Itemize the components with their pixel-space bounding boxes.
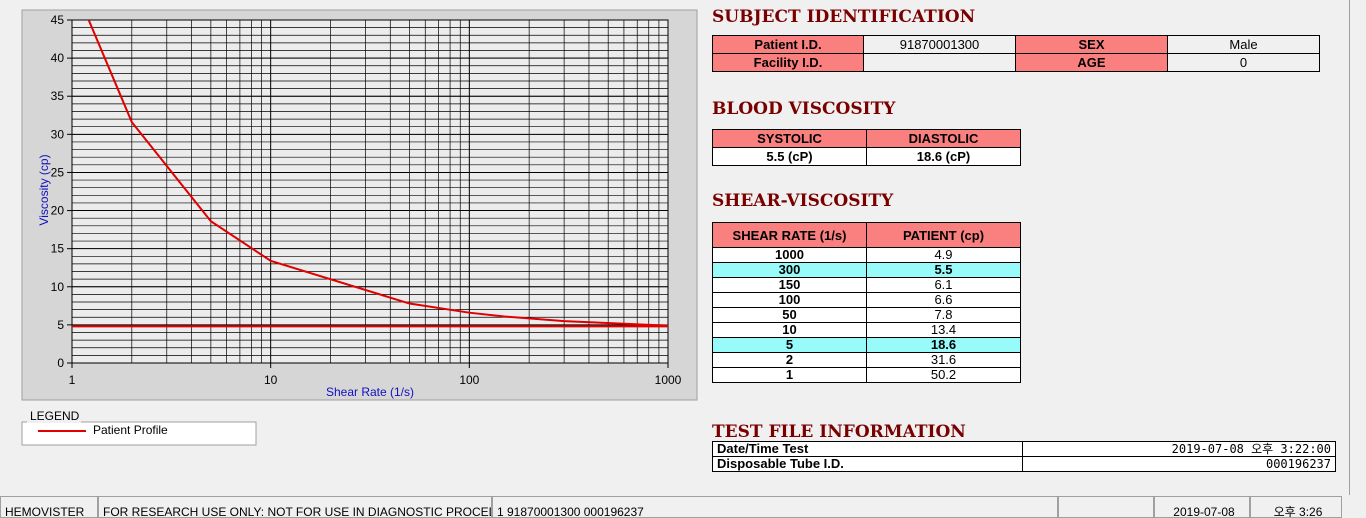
y-tick-label: 20 bbox=[51, 204, 65, 218]
x-tick-label: 1 bbox=[69, 373, 76, 387]
section-title: TEST FILE INFORMATION bbox=[712, 422, 966, 442]
y-axis-label: Viscosity (cp) bbox=[37, 154, 51, 225]
cell: 5.5 (cP) bbox=[712, 147, 867, 166]
cell: 10 bbox=[712, 322, 867, 338]
status-cell: HEMOVISTER bbox=[0, 496, 98, 518]
cell: 6.6 bbox=[866, 292, 1021, 308]
cell: Disposable Tube I.D. bbox=[712, 456, 1023, 472]
row: 1 50.2 bbox=[712, 367, 1021, 383]
y-tick-label: 40 bbox=[51, 51, 65, 65]
subject-table: Patient I.D. 91870001300 SEX Male Facility I… bbox=[712, 35, 1320, 72]
cell: 50 bbox=[712, 307, 867, 323]
legend-title: LEGEND bbox=[30, 409, 80, 423]
status-cell: 오후 3:26 bbox=[1250, 496, 1342, 518]
cell: 18.6 bbox=[866, 337, 1021, 353]
header-row: SHEAR RATE (1/s) PATIENT (cp) bbox=[712, 222, 1021, 248]
row: 100 6.6 bbox=[712, 292, 1021, 308]
header-row: SYSTOLIC DIASTOLIC bbox=[712, 129, 1021, 148]
legend-title-bg bbox=[27, 409, 81, 423]
legend-box bbox=[21, 421, 257, 446]
row: Date/Time Test 2019-07-08 오후 3:22:00 bbox=[712, 441, 1336, 457]
y-tick-label: 35 bbox=[51, 89, 65, 103]
cell: 13.4 bbox=[866, 322, 1021, 338]
x-tick-label: 10 bbox=[264, 373, 278, 387]
testfile-table: Date/Time Test 2019-07-08 오후 3:22:00 Dispo… bbox=[712, 441, 1336, 472]
cell bbox=[863, 53, 1016, 72]
header-cell: PATIENT (cp) bbox=[866, 222, 1021, 248]
header-cell: SYSTOLIC bbox=[712, 129, 867, 148]
cell: 31.6 bbox=[866, 352, 1021, 368]
cell: SEX bbox=[1015, 35, 1168, 54]
cell: 000196237 bbox=[1022, 456, 1336, 472]
cell: 300 bbox=[712, 262, 867, 278]
row: Patient I.D. 91870001300 SEX Male bbox=[712, 35, 1320, 54]
cell: 18.6 (cP) bbox=[866, 147, 1021, 166]
status-cell: 1 91870001300 000196237 bbox=[492, 496, 1058, 518]
cell: 91870001300 bbox=[863, 35, 1016, 54]
status-cell: FOR RESEARCH USE ONLY: NOT FOR USE IN DI… bbox=[98, 496, 492, 518]
cell: 150 bbox=[712, 277, 867, 293]
row: 5 18.6 bbox=[712, 337, 1021, 353]
cell: 5.5 bbox=[866, 262, 1021, 278]
row: 1000 4.9 bbox=[712, 247, 1021, 263]
divider bbox=[1349, 0, 1350, 495]
cell: 1 bbox=[712, 367, 867, 383]
x-tick-label: 1000 bbox=[655, 373, 682, 387]
row: Disposable Tube I.D. 000196237 bbox=[712, 456, 1336, 472]
plot-area bbox=[71, 19, 669, 364]
status-bar: HEMOVISTER FOR RESEARCH USE ONLY: NOT FOR… bbox=[0, 496, 1366, 518]
legend-label: Patient Profile bbox=[93, 423, 168, 437]
y-tick-label: 45 bbox=[51, 13, 65, 27]
data-line bbox=[87, 20, 668, 327]
cell: Facility I.D. bbox=[712, 53, 864, 72]
y-tick-label: 0 bbox=[57, 356, 64, 370]
cell: AGE bbox=[1015, 53, 1168, 72]
blood-table: SYSTOLIC DIASTOLIC 5.5 (cP) 18.6 (cP) bbox=[712, 129, 1021, 166]
cell: 100 bbox=[712, 292, 867, 308]
grid bbox=[72, 20, 668, 363]
header-cell: SHEAR RATE (1/s) bbox=[712, 222, 867, 248]
cell: 4.9 bbox=[866, 247, 1021, 263]
row: 50 7.8 bbox=[712, 307, 1021, 323]
y-tick-label: 25 bbox=[51, 165, 65, 179]
section-title: BLOOD VISCOSITY bbox=[712, 99, 896, 119]
cell: 50.2 bbox=[866, 367, 1021, 383]
status-cell: 2019-07-08 bbox=[1154, 496, 1250, 518]
row: 150 6.1 bbox=[712, 277, 1021, 293]
row: 2 31.6 bbox=[712, 352, 1021, 368]
x-tick-label: 100 bbox=[459, 373, 479, 387]
section-title: SHEAR-VISCOSITY bbox=[712, 191, 894, 211]
cell: 5 bbox=[712, 337, 867, 353]
cell: 7.8 bbox=[866, 307, 1021, 323]
cell: Date/Time Test bbox=[712, 441, 1023, 457]
cell: 2 bbox=[712, 352, 867, 368]
cell: Male bbox=[1167, 35, 1320, 54]
row: 5.5 (cP) 18.6 (cP) bbox=[712, 147, 1021, 166]
section-title: SUBJECT IDENTIFICATION bbox=[712, 7, 976, 27]
cell: Patient I.D. bbox=[712, 35, 864, 54]
header-cell: DIASTOLIC bbox=[866, 129, 1021, 148]
y-tick-label: 30 bbox=[51, 127, 65, 141]
y-tick-label: 5 bbox=[57, 318, 64, 332]
shear-table: SHEAR RATE (1/s) PATIENT (cp) 1000 4.9 300 5.… bbox=[712, 222, 1021, 383]
y-tick-label: 10 bbox=[51, 280, 65, 294]
cell: 0 bbox=[1167, 53, 1320, 72]
cell: 6.1 bbox=[866, 277, 1021, 293]
row: Facility I.D. AGE 0 bbox=[712, 53, 1320, 72]
y-tick-label: 15 bbox=[51, 242, 65, 256]
status-cell bbox=[1058, 496, 1154, 518]
chart: Shear Rate (1/s) Viscosity (cp) LEGEND 0… bbox=[21, 9, 698, 446]
row: 10 13.4 bbox=[712, 322, 1021, 338]
x-axis-label: Shear Rate (1/s) bbox=[326, 385, 414, 399]
row: 300 5.5 bbox=[712, 262, 1021, 278]
cell: 1000 bbox=[712, 247, 867, 263]
cell: 2019-07-08 오후 3:22:00 bbox=[1022, 441, 1336, 457]
